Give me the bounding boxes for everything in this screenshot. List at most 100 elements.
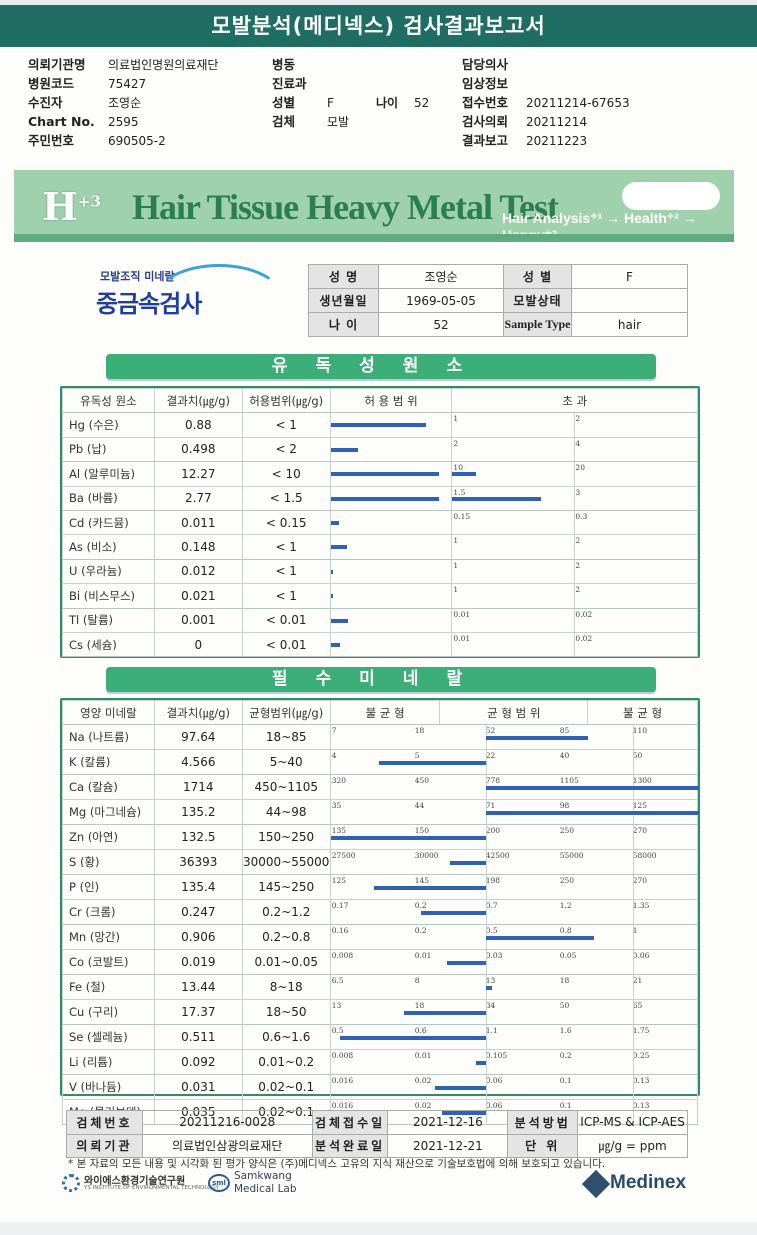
header-label: 의뢰기관명	[28, 57, 86, 72]
tick-label: 0.2	[414, 901, 427, 911]
value-bar	[330, 423, 426, 428]
mineral-row: Mg (마그네슘) 135.2 44~98 35 44 71 98 125	[62, 799, 699, 826]
report-title: 모발분석(메디넥스) 검사결과보고서	[0, 5, 757, 47]
info-label: 의뢰기관	[66, 1133, 143, 1158]
tick-label: 0.3	[575, 511, 588, 521]
tick-label: 27500	[331, 851, 356, 861]
tick-label: 30000	[414, 851, 439, 861]
excess-cell: 0.01 0.02	[451, 631, 698, 658]
tick-line	[574, 510, 576, 535]
balance-chart: 13 18 34 50 65	[331, 1000, 697, 1025]
value-bar	[330, 569, 333, 574]
mineral-col-header: 균형범위(㎍/g)	[241, 699, 331, 726]
tick-label: 125	[632, 801, 648, 811]
tick-label: 0.06	[485, 1076, 503, 1086]
allowed-range-cell	[329, 485, 453, 511]
tick-label: 42500	[485, 851, 510, 861]
mineral-col-header: 균 형 범 위	[439, 699, 589, 726]
footer-logos: 와이에스환경기술연구원 YS INSTITUTE OF ENVIRONMENTA…	[62, 1169, 702, 1200]
tick-label: 4	[575, 438, 581, 448]
allowed-range-cell	[329, 607, 453, 633]
mineral-range: 44~98	[241, 799, 331, 826]
tick-line	[574, 462, 576, 486]
mineral-range: 0.2~0.8	[241, 924, 331, 951]
allowed-range-cell	[329, 558, 453, 585]
mineral-range: 5~40	[241, 749, 331, 776]
tick-label: 270	[632, 826, 648, 836]
mineral-value: 0.092	[153, 1049, 243, 1076]
tick-line	[485, 950, 487, 975]
balance-chart-cell: 320 450 778 1105 1300	[329, 774, 699, 801]
tick-label: 0.01	[414, 1051, 432, 1061]
mineral-name: Mn (망간)	[62, 924, 155, 951]
tick-label: 1	[453, 536, 459, 546]
mineral-range: 0.2~1.2	[241, 899, 331, 926]
info-value: 2021-12-16	[387, 1110, 509, 1135]
header-label: 수진자	[28, 95, 63, 110]
balance-chart-cell: 6.5 8 13 18 21	[329, 974, 699, 1001]
balance-chart: 0.5 0.6 1.1 1.6 1.75	[331, 1025, 697, 1050]
mineral-value: 132.5	[153, 824, 243, 851]
tick-label: 0.06	[632, 951, 650, 961]
excess-cell: 0.01 0.02	[451, 607, 698, 633]
patient-sample: hair	[571, 312, 688, 337]
tick-label: 0.13	[632, 1076, 650, 1086]
tick-label: 0.1	[559, 1076, 572, 1086]
element-range: < 1.5	[241, 485, 331, 511]
mineral-row: Ca (칼슘) 1714 450~1105 320 450 778 1105 1300	[62, 774, 699, 801]
balance-bar	[449, 861, 486, 866]
tick-label: 0.02	[414, 1101, 432, 1111]
mineral-name: S (황)	[62, 849, 155, 876]
mineral-name: Cu (구리)	[62, 999, 155, 1026]
mineral-name: K (칼륨)	[62, 749, 155, 776]
balance-chart: 0.016 0.02 0.06 0.1 0.13	[331, 1075, 697, 1100]
toxic-row: Cd (카드뮴) 0.011 < 0.15 0.15 0.3	[62, 509, 698, 536]
header-label: 주민번호	[28, 133, 75, 148]
tick-label: 0.02	[414, 1076, 432, 1086]
bottom-strip	[0, 1222, 757, 1235]
tick-label: 0.2	[414, 926, 427, 936]
element-value: 2.77	[153, 485, 243, 511]
header-value: F	[327, 96, 334, 110]
toxic-row: Cs (세슘) 0 < 0.01 0.01 0.02	[62, 631, 698, 658]
mineral-row: Cu (구리) 17.37 18~50 13 18 34 50 65	[62, 999, 699, 1026]
tick-label: 0.5	[485, 926, 498, 936]
tick-label: 0.06	[485, 1101, 503, 1111]
element-value: 0.012	[153, 558, 243, 585]
tick-label: 1	[453, 560, 459, 570]
balance-chart-cell: 4 5 22 40 50	[329, 749, 699, 776]
sex-label: 성 별	[503, 264, 572, 289]
balance-chart-cell: 0.016 0.02 0.06 0.1 0.13	[329, 1074, 699, 1101]
element-value: 0.88	[153, 412, 243, 438]
mineral-name: Fe (철)	[62, 974, 155, 1001]
balance-bar	[374, 886, 486, 891]
footer-org2b: Medical Lab	[234, 1183, 297, 1195]
value-bar	[330, 618, 348, 623]
mineral-row: Mn (망간) 0.906 0.2~0.8 0.16 0.2 0.5 0.8 1	[62, 924, 699, 951]
tick-line	[485, 1025, 487, 1050]
mineral-name: Se (셀레늄)	[62, 1024, 155, 1051]
element-value: 0	[153, 631, 243, 658]
tick-label: 18	[559, 976, 570, 986]
balance-chart-cell: 27500 30000 42500 55000 58000	[329, 849, 699, 876]
mineral-value: 135.2	[153, 799, 243, 826]
tick-label: 110	[632, 726, 648, 736]
value-bar	[330, 545, 347, 550]
tick-line	[485, 1050, 487, 1075]
info-value: ㎍/g = ppm	[577, 1133, 688, 1158]
excess-cell: 10 20	[451, 461, 698, 487]
tick-label: 0.01	[414, 951, 432, 961]
balance-chart: 135 150 200 250 270	[330, 825, 697, 850]
element-name: U (우라늄)	[62, 558, 155, 585]
element-range: < 0.15	[241, 509, 331, 536]
tick-line	[485, 1075, 487, 1100]
mineral-row: P (인) 135.4 145~250 125 145 198 250 270	[62, 874, 699, 901]
balance-chart-cell: 0.008 0.01 0.03 0.05 0.06	[329, 949, 699, 976]
tick-label: 0.1	[559, 1101, 572, 1111]
tick-label: 0.2	[559, 1051, 572, 1061]
tick-line	[632, 725, 634, 750]
